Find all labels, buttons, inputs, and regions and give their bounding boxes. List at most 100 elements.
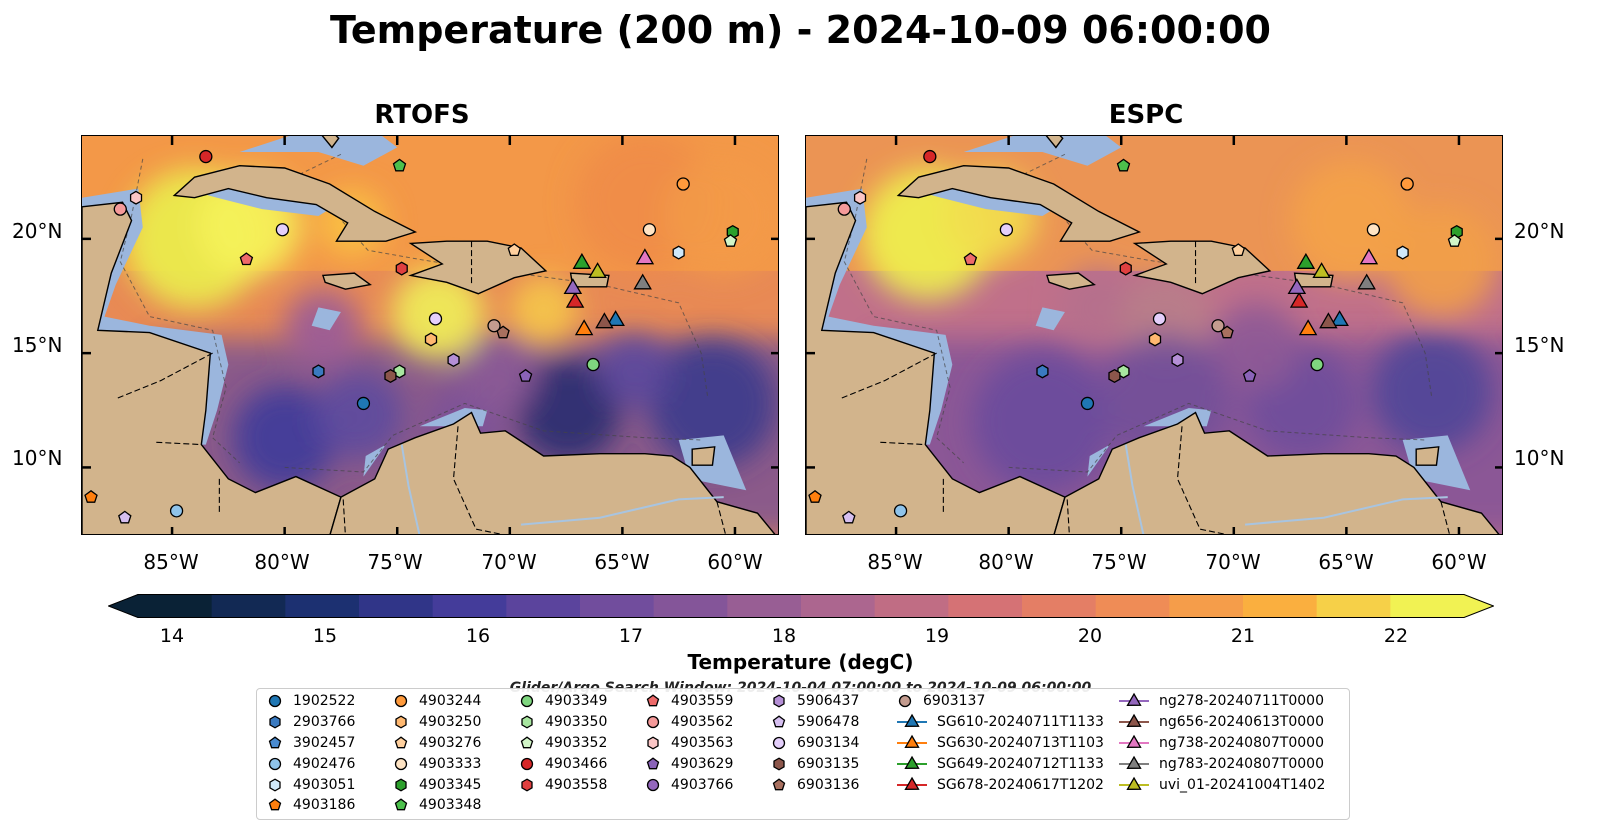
colorbar-tick-18: 18 xyxy=(771,625,797,647)
observation-marker xyxy=(428,312,443,326)
landmass xyxy=(1415,446,1440,466)
legend-marker xyxy=(904,776,920,790)
legend-marker xyxy=(646,757,660,770)
observation-marker xyxy=(1080,396,1095,411)
legend-marker-icon xyxy=(647,736,659,750)
legend-label: 4903563 xyxy=(671,734,734,751)
legend-marker-icon xyxy=(772,736,786,750)
observation-marker xyxy=(676,177,690,191)
legend-item: 1902522 xyxy=(265,691,355,712)
country-border xyxy=(1066,499,1070,534)
legend-marker-icon xyxy=(772,715,786,728)
observation-marker xyxy=(384,368,397,384)
observation-marker xyxy=(1117,364,1130,379)
country-border xyxy=(716,501,727,534)
legend-marker-icon xyxy=(646,757,660,770)
observation-marker xyxy=(635,248,655,265)
legend-item: 4903629 xyxy=(643,753,733,774)
legend-marker xyxy=(904,713,920,728)
legend-marker-icon xyxy=(394,695,408,708)
legend-item: 4902476 xyxy=(265,753,355,774)
temperature-feature xyxy=(1371,332,1492,452)
observation-marker xyxy=(1211,319,1225,333)
colorbar-tick-21: 21 xyxy=(1230,625,1256,647)
legend-marker-icon xyxy=(395,715,407,729)
lon-label-60w-right: 60°W xyxy=(1431,550,1487,574)
legend-label: 4903250 xyxy=(419,714,482,731)
lon-label-60w-left: 60°W xyxy=(707,550,763,574)
colorbar-extend-high xyxy=(1464,594,1494,618)
country-border xyxy=(115,352,213,400)
legend-item: 6903134 xyxy=(769,733,859,754)
colorbar-segment xyxy=(727,594,802,618)
observation-marker xyxy=(1330,310,1349,327)
observation-marker xyxy=(447,352,460,368)
legend-label: 3902457 xyxy=(293,734,356,751)
legend-marker-icon xyxy=(897,734,927,748)
legend-marker-icon xyxy=(897,776,927,790)
legend-item: 4903466 xyxy=(517,753,607,774)
lat-label-20n-right: 20°N xyxy=(1514,219,1565,243)
legend-item: 6903136 xyxy=(769,774,859,795)
observation-marker xyxy=(1319,312,1338,329)
observation-marker xyxy=(312,364,325,379)
legend-item: 4903186 xyxy=(265,795,355,816)
observation-marker xyxy=(723,233,738,247)
colorbar-tick-19: 19 xyxy=(924,625,950,647)
observation-marker xyxy=(837,202,851,216)
legend-column: ng278-20240711T0000 ng656-20240613T0000 ng… xyxy=(1117,691,1325,795)
landmass xyxy=(896,165,1142,242)
observation-marker xyxy=(199,149,213,164)
legend-marker-icon xyxy=(268,695,282,708)
observation-marker xyxy=(1116,158,1131,172)
legend-item: 4903250 xyxy=(391,712,481,733)
legend-marker xyxy=(904,734,920,748)
temperature-feature xyxy=(1290,160,1411,281)
legend-marker-icon xyxy=(268,757,282,770)
shelf-area xyxy=(963,136,1122,166)
landmass xyxy=(1045,272,1096,290)
observation-marker xyxy=(1396,245,1409,260)
colorbar-segment xyxy=(1022,594,1097,618)
temperature-feature xyxy=(314,370,403,459)
observation-marker xyxy=(1036,364,1049,379)
colorbar-tick-15: 15 xyxy=(312,625,338,647)
observation-marker xyxy=(275,223,290,237)
legend-label: SG610-20240711T1133 xyxy=(937,714,1104,731)
legend-marker-icon xyxy=(1119,776,1149,790)
legend-marker-icon xyxy=(897,755,927,769)
observation-marker xyxy=(1296,252,1316,269)
legend-marker xyxy=(1126,776,1142,790)
legend-column: 1902522 2903766 3902457 4902476 4903051 49031… xyxy=(265,691,355,816)
observation-marker xyxy=(633,273,652,290)
observation-marker xyxy=(574,319,594,336)
legend-column: 5906437 5906478 6903134 6903135 6903136 xyxy=(769,691,859,795)
legend-label: 4903276 xyxy=(419,734,482,751)
colorbar-label: Temperature (degC) xyxy=(687,650,914,674)
colorbar-segment xyxy=(1095,594,1170,618)
landmass xyxy=(1045,136,1064,149)
panel-title-rtofs: RTOFS xyxy=(374,100,470,130)
colorbar-segment xyxy=(1243,594,1318,618)
legend-marker-icon xyxy=(1119,713,1149,728)
legend-label: 4903466 xyxy=(545,755,608,772)
legend-item: uvi_01-20241004T1402 xyxy=(1117,774,1325,795)
legend-marker xyxy=(521,778,533,792)
legend-marker-icon xyxy=(1119,734,1149,748)
legend-marker-icon xyxy=(521,778,533,792)
colorbar-segment xyxy=(948,594,1023,618)
country-border xyxy=(342,499,346,534)
legend-marker xyxy=(1126,734,1142,748)
observation-marker xyxy=(487,319,501,333)
observation-marker xyxy=(808,489,822,503)
legend-marker xyxy=(268,695,282,708)
legend-marker xyxy=(898,695,912,708)
observation-marker xyxy=(999,223,1014,237)
figure-title: Temperature (200 m) - 2024-10-09 06:00:0… xyxy=(329,8,1271,52)
legend-marker xyxy=(520,736,534,749)
depth-contour xyxy=(1008,402,1426,473)
observation-marker xyxy=(424,332,438,347)
legend-item: ng656-20240613T0000 xyxy=(1117,712,1325,733)
temperature-feature xyxy=(597,335,670,408)
lat-label-10n-left: 10°N xyxy=(12,446,63,470)
